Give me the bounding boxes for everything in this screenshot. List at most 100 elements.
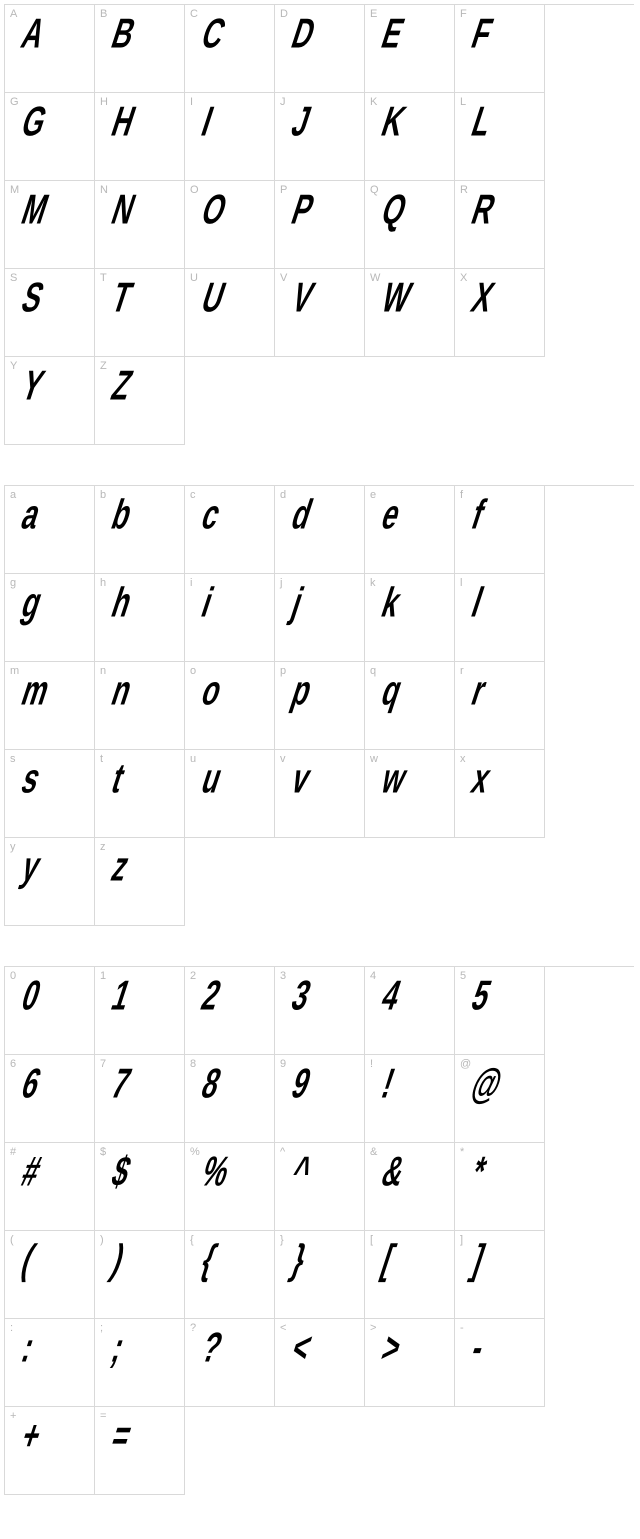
glyph-display: f <box>466 492 489 539</box>
section-lowercase: aabbccddeeffgghhiijjkkllmmnnooppqqrrsstt… <box>4 485 636 926</box>
glyph-display: b <box>106 492 137 539</box>
glyph-cell: 66 <box>5 1055 95 1143</box>
glyph-display: ] <box>466 1237 489 1284</box>
glyph-grid: aabbccddeeffgghhiijjkkllmmnnooppqqrrsstt… <box>4 485 634 926</box>
glyph-label: x <box>460 753 466 765</box>
glyph-cell: ^^ <box>275 1143 365 1231</box>
glyph-display: N <box>106 187 140 234</box>
glyph-label: A <box>10 8 17 20</box>
glyph-display: # <box>16 1149 45 1196</box>
glyph-display: C <box>196 11 230 58</box>
glyph-cell: XX <box>455 269 545 357</box>
glyph-label: F <box>460 8 467 20</box>
glyph-label: Q <box>370 184 379 196</box>
glyph-label: a <box>10 489 16 501</box>
section-uppercase: AABBCCDDEEFFGGHHIIJJKKLLMMNNOOPPQQRRSSTT… <box>4 4 636 445</box>
glyph-label: - <box>460 1322 464 1334</box>
glyph-label: 5 <box>460 970 466 982</box>
glyph-display: < <box>286 1325 316 1372</box>
glyph-label: 3 <box>280 970 286 982</box>
glyph-display: { <box>196 1237 221 1284</box>
glyph-display: j <box>286 580 308 627</box>
glyph-label: 0 <box>10 970 16 982</box>
glyph-display: U <box>196 275 230 322</box>
glyph-display: S <box>16 275 48 322</box>
glyph-cell: AA <box>5 5 95 93</box>
glyph-label: ] <box>460 1234 463 1246</box>
glyph-cell: YY <box>5 357 95 445</box>
glyph-display: 0 <box>16 973 45 1020</box>
glyph-display: p <box>286 668 317 715</box>
glyph-cell: MM <box>5 181 95 269</box>
glyph-cell: OO <box>185 181 275 269</box>
glyph-cell: ww <box>365 750 455 838</box>
glyph-display: h <box>106 580 137 627</box>
glyph-cell: aa <box>5 486 95 574</box>
glyph-cell: [[ <box>365 1231 455 1319</box>
glyph-label: < <box>280 1322 286 1334</box>
glyph-label: W <box>370 272 380 284</box>
glyph-display: % <box>196 1149 234 1196</box>
glyph-label: v <box>280 753 286 765</box>
glyph-cell: $$ <box>95 1143 185 1231</box>
glyph-cell: uu <box>185 750 275 838</box>
glyph-cell: RR <box>455 181 545 269</box>
glyph-display: 6 <box>16 1061 45 1108</box>
glyph-label: { <box>190 1234 194 1246</box>
glyph-cell: CC <box>185 5 275 93</box>
glyph-label: D <box>280 8 288 20</box>
glyph-label: > <box>370 1322 376 1334</box>
glyph-cell: ;; <box>95 1319 185 1407</box>
glyph-display: L <box>466 99 497 146</box>
glyph-cell: rr <box>455 662 545 750</box>
glyph-label: r <box>460 665 464 677</box>
character-map: AABBCCDDEEFFGGHHIIJJKKLLMMNNOOPPQQRRSSTT… <box>4 4 636 1495</box>
glyph-display: v <box>286 756 315 803</box>
glyph-display: 4 <box>376 973 405 1020</box>
glyph-label: ! <box>370 1058 373 1070</box>
glyph-label: f <box>460 489 463 501</box>
glyph-display: i <box>196 580 218 627</box>
glyph-label: M <box>10 184 19 196</box>
glyph-label: ) <box>100 1234 104 1246</box>
glyph-cell: 44 <box>365 967 455 1055</box>
glyph-display: W <box>376 275 416 322</box>
glyph-display: t <box>106 756 129 803</box>
glyph-label: k <box>370 577 376 589</box>
glyph-display: I <box>196 99 218 146</box>
glyph-display: P <box>286 187 318 234</box>
glyph-label: # <box>10 1146 16 1158</box>
glyph-display: O <box>196 187 231 234</box>
glyph-display: g <box>16 580 47 627</box>
glyph-label: K <box>370 96 377 108</box>
glyph-cell: 88 <box>185 1055 275 1143</box>
glyph-display: ) <box>106 1237 129 1284</box>
glyph-label: j <box>280 577 282 589</box>
glyph-display: D <box>286 11 320 58</box>
glyph-label: G <box>10 96 19 108</box>
glyph-display: 9 <box>286 1061 315 1108</box>
glyph-label: y <box>10 841 16 853</box>
glyph-display: [ <box>376 1237 399 1284</box>
glyph-display: c <box>196 492 225 539</box>
glyph-label: B <box>100 8 107 20</box>
glyph-display: = <box>106 1413 136 1460</box>
glyph-display: K <box>376 99 410 146</box>
glyph-display: * <box>466 1149 491 1196</box>
glyph-display: F <box>466 11 497 58</box>
glyph-label: g <box>10 577 16 589</box>
glyph-cell: KK <box>365 93 455 181</box>
section-numbers-symbols: 00112233445566778899!!@@##$$%%^^&&**(())… <box>4 966 636 1495</box>
glyph-cell: UU <box>185 269 275 357</box>
glyph-cell: TT <box>95 269 185 357</box>
glyph-label: Y <box>10 360 17 372</box>
glyph-display: m <box>16 668 54 715</box>
glyph-cell: && <box>365 1143 455 1231</box>
glyph-label: h <box>100 577 106 589</box>
glyph-label: ? <box>190 1322 196 1334</box>
glyph-label: N <box>100 184 108 196</box>
glyph-display: A <box>16 11 50 58</box>
glyph-label: J <box>280 96 286 108</box>
glyph-cell: FF <box>455 5 545 93</box>
glyph-label: z <box>100 841 106 853</box>
